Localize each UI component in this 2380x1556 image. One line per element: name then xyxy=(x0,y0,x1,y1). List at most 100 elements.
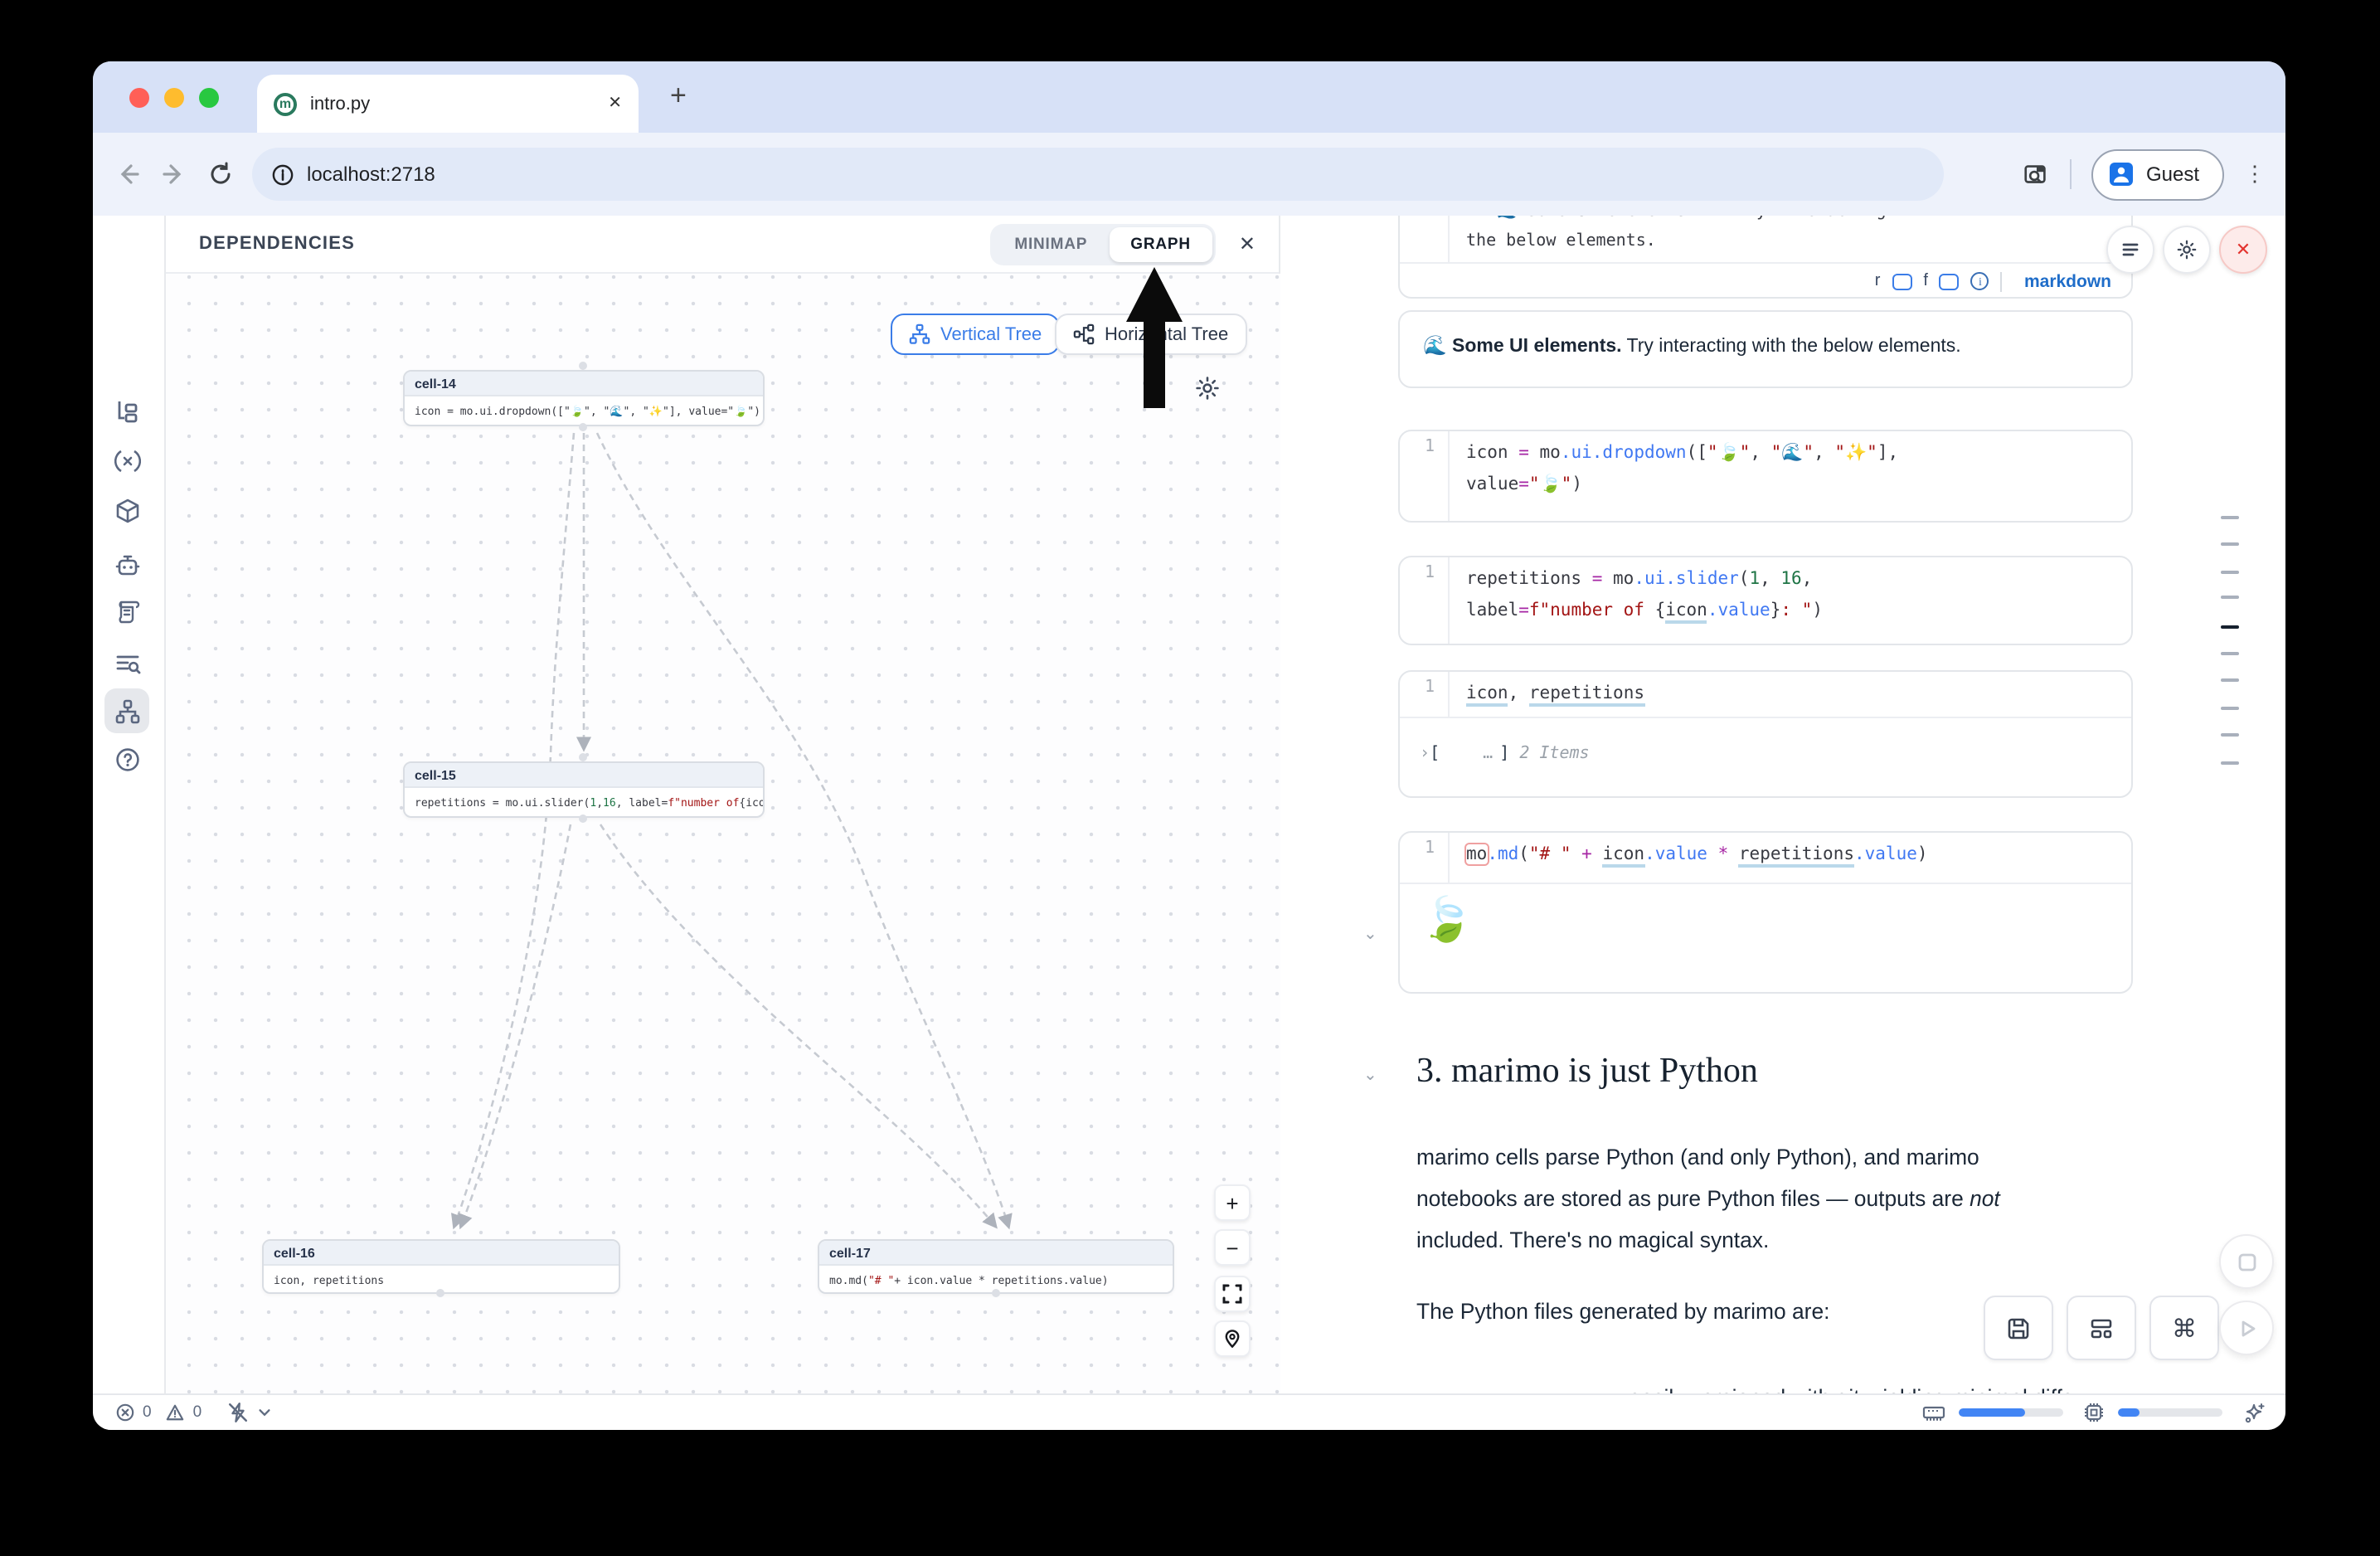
resource-meters xyxy=(1922,1401,2266,1424)
vertical-tree-label: Vertical Tree xyxy=(940,324,1042,344)
code-token: .md xyxy=(1487,844,1519,864)
scroll-tick[interactable] xyxy=(2221,516,2239,519)
tab-graph[interactable]: GRAPH xyxy=(1109,226,1212,261)
scroll-tick[interactable] xyxy=(2221,542,2239,545)
browser-tab[interactable]: m intro.py ✕ xyxy=(257,75,639,133)
panel-title: DEPENDENCIES xyxy=(199,234,355,254)
notebook-cell-slider[interactable]: 1 repetitions = mo.ui.slider(1, 16, label… xyxy=(1398,556,2133,645)
graph-node-cell-17[interactable]: cell-17 mo.md("# " + icon.value * repeti… xyxy=(818,1239,1174,1294)
tab-minimap[interactable]: MINIMAP xyxy=(1014,235,1088,253)
code-editor[interactable]: mo.md("# " + icon.value * repetitions.va… xyxy=(1450,833,2131,883)
diagnostics-group[interactable]: 0 0 xyxy=(116,1402,271,1423)
code-editor[interactable]: icon, repetitions xyxy=(1450,672,2131,717)
ai-sparkle-icon[interactable] xyxy=(2242,1401,2266,1424)
toggle-f-checkbox[interactable] xyxy=(1939,273,1960,289)
scroll-tick[interactable] xyxy=(2221,678,2239,682)
layout-button[interactable] xyxy=(2067,1296,2136,1360)
reload-icon[interactable] xyxy=(206,159,236,189)
scroll-tick[interactable] xyxy=(2221,761,2239,764)
save-button[interactable] xyxy=(1984,1296,2053,1360)
sidebar-item-packages[interactable] xyxy=(104,488,149,532)
sidebar-item-ai-assistant[interactable] xyxy=(104,542,149,587)
run-button[interactable] xyxy=(2219,1301,2274,1355)
expand-chevron[interactable]: › xyxy=(1420,745,1430,763)
close-window-button[interactable] xyxy=(129,88,149,108)
scroll-tick[interactable] xyxy=(2221,570,2239,573)
code-token: {icon.val xyxy=(739,796,763,810)
scroll-tick[interactable] xyxy=(2221,596,2239,599)
code-token: icon xyxy=(1665,601,1707,624)
language-badge[interactable]: markdown xyxy=(2023,271,2111,291)
url-bar[interactable]: localhost:2718 xyxy=(252,148,1944,201)
browser-menu-icon[interactable]: ⋮ xyxy=(2244,161,2266,186)
section-line2: The Python files generated by marimo are… xyxy=(1416,1299,1830,1324)
sidebar-item-variables[interactable] xyxy=(104,438,149,483)
toggle-r-checkbox[interactable] xyxy=(1892,273,1912,289)
menu-lines-icon xyxy=(2122,243,2139,256)
forward-icon[interactable] xyxy=(159,159,189,189)
back-icon[interactable] xyxy=(113,159,143,189)
code-token: ) xyxy=(1571,474,1582,494)
code-editor[interactable]: repetitions = mo.ui.slider(1, 16, label=f… xyxy=(1450,557,2131,644)
sidebar-item-dependency-graph[interactable] xyxy=(104,688,149,733)
tab-search-icon[interactable] xyxy=(2022,160,2050,188)
sidebar-item-help[interactable] xyxy=(104,737,149,781)
code-editor[interactable]: icon = mo.ui.dropdown(["🍃", "🌊", "✨"], va… xyxy=(1450,431,2131,521)
notebook-cell-momd[interactable]: 1 mo.md("# " + icon.value * repetitions.… xyxy=(1398,831,2133,994)
close-panel-icon[interactable]: ✕ xyxy=(1238,232,1256,255)
notebook-cell-tuple[interactable]: 1 icon, repetitions ›[…] 2 Items xyxy=(1398,670,2133,798)
fit-view-button[interactable] xyxy=(1214,1276,1251,1312)
node-code: icon, repetitions xyxy=(264,1266,619,1292)
new-tab-button[interactable]: + xyxy=(670,80,687,111)
graph-node-cell-15[interactable]: cell-15 repetitions = mo.ui.slider(1, 16… xyxy=(403,761,765,818)
tuple-output[interactable]: ›[…] 2 Items xyxy=(1400,717,2131,798)
cell-info-icon[interactable]: i xyxy=(1970,272,1989,290)
section-chevron-icon[interactable]: ⌄ xyxy=(1363,1067,1377,1085)
graph-node-cell-14[interactable]: cell-14 icon = mo.ui.dropdown([" 🍃 ", " 🌊 ",… xyxy=(403,370,765,426)
scroll-tick[interactable] xyxy=(2221,706,2239,709)
sidebar-item-file-explorer[interactable] xyxy=(104,388,149,433)
minimize-window-button[interactable] xyxy=(164,88,184,108)
graph-canvas[interactable]: Vertical Tree Horizontal Tree cell-14 ic… xyxy=(166,274,1280,1393)
profile-button[interactable]: Guest xyxy=(2091,148,2224,200)
code-token: .ui xyxy=(1560,443,1592,463)
code-token: = xyxy=(1591,569,1603,589)
code-token: , xyxy=(596,796,604,810)
close-tab-icon[interactable]: ✕ xyxy=(608,95,622,113)
shutdown-button[interactable]: ✕ xyxy=(2219,226,2267,274)
notebook-settings-button[interactable] xyxy=(2163,226,2211,274)
graph-edges xyxy=(450,432,1013,1230)
shortcuts-button[interactable]: ⌘ xyxy=(2149,1296,2219,1360)
notebook-cell-dropdown[interactable]: 1 icon = mo.ui.dropdown(["🍃", "🌊", "✨"],… xyxy=(1398,430,2133,523)
center-view-button[interactable] xyxy=(1214,1320,1251,1357)
stop-button[interactable] xyxy=(2219,1234,2274,1289)
scroll-tick-active[interactable] xyxy=(2221,625,2239,629)
vertical-tree-button[interactable]: Vertical Tree xyxy=(891,314,1061,355)
markdown-output-text: 🌊 Some UI elements. Try interacting with… xyxy=(1400,312,2131,378)
code-token: { xyxy=(1654,601,1666,620)
scroll-tick[interactable] xyxy=(2221,651,2239,654)
chevron-down-icon[interactable] xyxy=(256,1405,271,1420)
site-info-icon[interactable] xyxy=(272,163,294,185)
browser-toolbar: localhost:2718 Guest ⋮ xyxy=(93,133,2285,216)
scroll-tick[interactable] xyxy=(2221,732,2239,736)
cpu-icon xyxy=(2085,1403,2103,1422)
sidebar-item-table-of-contents[interactable] xyxy=(104,640,149,685)
zoom-out-button[interactable]: − xyxy=(1214,1229,1251,1266)
code-token: 🍃 xyxy=(570,405,585,418)
paragraph-segment: notebooks are stored as pure Python file… xyxy=(1416,1186,1970,1211)
graph-node-cell-16[interactable]: cell-16 icon, repetitions xyxy=(262,1239,620,1294)
sidebar-item-documentation[interactable] xyxy=(104,589,149,634)
play-icon xyxy=(2241,1320,2255,1336)
cell-menu-button[interactable] xyxy=(2106,226,2154,274)
autorun-off-icon[interactable] xyxy=(226,1402,248,1423)
url-text[interactable]: localhost:2718 xyxy=(307,163,435,186)
code-token: , xyxy=(1814,443,1835,463)
collapse-chevron-icon[interactable]: ⌄ xyxy=(1363,926,1377,944)
code-token: .value xyxy=(1644,844,1707,864)
maximize-window-button[interactable] xyxy=(199,88,219,108)
graph-settings-gear-icon[interactable] xyxy=(1194,375,1221,401)
code-token: "], value=" xyxy=(663,405,735,418)
zoom-in-button[interactable]: + xyxy=(1214,1184,1251,1221)
